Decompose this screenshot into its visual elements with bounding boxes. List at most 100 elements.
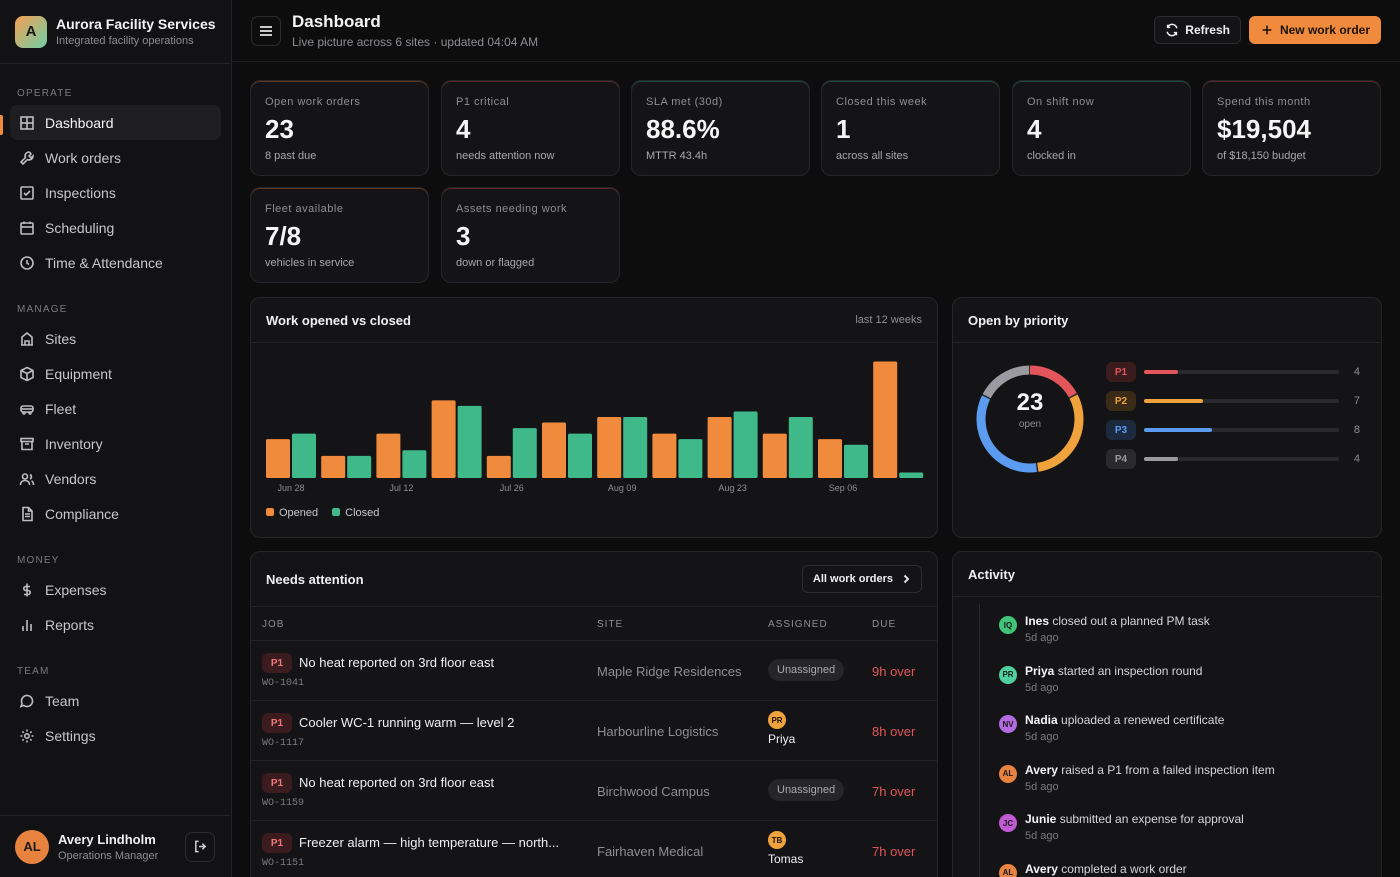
activity-item: NV Nadia uploaded a renewed certificate 5d… xyxy=(999,713,1224,743)
activity-avatar: JC xyxy=(999,814,1017,832)
column-site: SITE xyxy=(597,619,624,630)
user-role: Operations Manager xyxy=(58,849,159,862)
bar-opened xyxy=(376,433,401,478)
kpi-label: Spend this month xyxy=(1217,96,1311,108)
activity-time: 5d ago xyxy=(1025,632,1059,644)
priority-panel: Open by priority 23 open P1 4 P2 7 P3 8 P4 4 xyxy=(952,297,1382,538)
work-order-id: WO-1159 xyxy=(262,798,305,809)
sidebar-item-fleet[interactable]: Fleet xyxy=(10,391,221,426)
document-icon xyxy=(22,506,33,521)
bar-opened xyxy=(762,433,787,478)
kpi-card: SLA met (30d) 88.6% MTTR 43.4h xyxy=(631,80,810,176)
page-subtitle: Live picture across 6 sites · updated 04… xyxy=(292,35,539,49)
sidebar-item-dashboard[interactable]: Dashboard xyxy=(10,105,221,140)
all-work-orders-button[interactable]: All work orders xyxy=(801,565,922,593)
kpi-label: SLA met (30d) xyxy=(646,96,723,108)
work-order-id: WO-1117 xyxy=(262,738,305,749)
sidebar-item-label: Compliance xyxy=(45,505,119,522)
dashboard-icon xyxy=(20,115,34,130)
x-tick-label: Aug 23 xyxy=(718,483,747,493)
sidebar-item-label: Equipment xyxy=(45,365,112,382)
sidebar-item-equipment[interactable]: Equipment xyxy=(10,356,221,391)
bar-opened xyxy=(266,439,290,478)
bar-closed xyxy=(347,455,372,478)
legend-closed: Closed xyxy=(332,507,379,519)
new-work-order-button[interactable]: New work order xyxy=(1248,16,1381,44)
activity-action: completed a work order xyxy=(1061,861,1187,876)
activity-action: closed out a planned PM task xyxy=(1052,614,1210,628)
sidebar-item-time-attendance[interactable]: Time & Attendance xyxy=(10,245,221,280)
site-name: Fairhaven Medical xyxy=(597,844,704,859)
priority-badge: P4 xyxy=(1106,449,1136,469)
column-due: DUE xyxy=(872,619,897,630)
table-row[interactable]: P1 Freezer alarm — high temperature — nor… xyxy=(251,821,937,877)
sidebar-item-label: Inspections xyxy=(45,184,116,201)
logout-button[interactable] xyxy=(185,831,215,862)
job-title: Cooler WC-1 running warm — level 2 xyxy=(299,715,515,730)
user-name: Avery Lindholm xyxy=(58,831,156,847)
activity-action: submitted an expense for approval xyxy=(1059,812,1244,826)
priority-bar-track xyxy=(1144,428,1339,432)
donut-slice-p3 xyxy=(976,365,1084,473)
activity-action: raised a P1 from a failed inspection ite… xyxy=(1061,762,1275,777)
user-profile: AL Avery Lindholm Operations Manager xyxy=(0,815,231,877)
site-name: Maple Ridge Residences xyxy=(597,664,742,679)
sidebar-item-label: Reports xyxy=(45,616,95,633)
legend-opened: Opened xyxy=(266,507,318,519)
activity-avatar: NV xyxy=(999,715,1017,733)
sidebar-item-compliance[interactable]: Compliance xyxy=(10,496,221,531)
chat-bubble-icon xyxy=(19,694,34,708)
activity-title: Activity xyxy=(968,566,1015,582)
kpi-label: Open work orders xyxy=(265,96,361,108)
bar-chart-icon xyxy=(22,619,32,631)
activity-actor: Junie xyxy=(1025,812,1057,826)
table-row[interactable]: P1 Cooler WC-1 running warm — level 2 WO-1… xyxy=(251,701,937,761)
bar-closed xyxy=(733,411,758,478)
menu-toggle-button[interactable] xyxy=(251,15,281,46)
sidebar-item-label: Expenses xyxy=(45,581,107,598)
priority-row-p3: P3 8 xyxy=(1106,420,1360,440)
due-status: 9h over xyxy=(872,664,916,679)
activity-time: 5d ago xyxy=(1025,780,1059,793)
assignee: TB Tomas xyxy=(768,831,803,866)
sidebar-item-reports[interactable]: Reports xyxy=(10,607,221,642)
bar-opened xyxy=(597,417,622,478)
sidebar-item-vendors[interactable]: Vendors xyxy=(10,461,221,496)
assignee-avatar: PR xyxy=(768,711,786,729)
bar-opened xyxy=(431,400,456,478)
priority-donut-chart xyxy=(976,365,1084,473)
checkbox-icon xyxy=(20,185,34,200)
sidebar-item-label: Vendors xyxy=(45,470,97,487)
sidebar-item-work-orders[interactable]: Work orders xyxy=(10,140,221,175)
refresh-button[interactable]: Refresh xyxy=(1154,16,1241,44)
sidebar-item-inventory[interactable]: Inventory xyxy=(10,426,221,461)
due-status: 7h over xyxy=(872,844,916,859)
activity-panel: Activity IQ Ines closed out a planned PM … xyxy=(952,551,1382,877)
wrench-icon xyxy=(19,150,34,165)
sidebar-item-expenses[interactable]: Expenses xyxy=(10,572,221,607)
job-title: No heat reported on 3rd floor east xyxy=(299,655,495,670)
truck-icon xyxy=(20,404,34,415)
all-work-orders-label: All work orders xyxy=(812,573,893,585)
kpi-card: Closed this week 1 across all sites xyxy=(821,80,1000,176)
bar-closed xyxy=(844,444,868,478)
table-row[interactable]: P1 No heat reported on 3rd floor east WO-1… xyxy=(251,761,937,821)
priority-count: 8 xyxy=(1353,424,1360,436)
kpi-card: P1 critical 4 needs attention now xyxy=(441,80,620,176)
needs-attention-panel: Needs attention All work orders JOB SITE… xyxy=(250,551,938,877)
kpi-card: Spend this month $19,504 of $18,150 budget xyxy=(1202,80,1381,176)
table-row[interactable]: P1 No heat reported on 3rd floor east WO-1… xyxy=(251,641,937,701)
activity-item: PR Priya started an inspection round 5d ag… xyxy=(999,664,1202,694)
sidebar-item-inspections[interactable]: Inspections xyxy=(10,175,221,210)
avatar: AL xyxy=(15,829,49,864)
kpi-label: On shift now xyxy=(1027,96,1095,108)
sidebar-item-settings[interactable]: Settings xyxy=(10,718,221,753)
sidebar-item-scheduling[interactable]: Scheduling xyxy=(10,210,221,245)
refresh-label: Refresh xyxy=(1185,23,1230,37)
sidebar-item-team[interactable]: Team xyxy=(10,683,221,718)
sidebar-item-sites[interactable]: Sites xyxy=(10,321,221,356)
brand-name: Aurora Facility Services xyxy=(56,16,216,32)
users-icon xyxy=(19,472,35,485)
activity-avatar: PR xyxy=(999,665,1017,684)
priority-title: Open by priority xyxy=(968,312,1069,328)
